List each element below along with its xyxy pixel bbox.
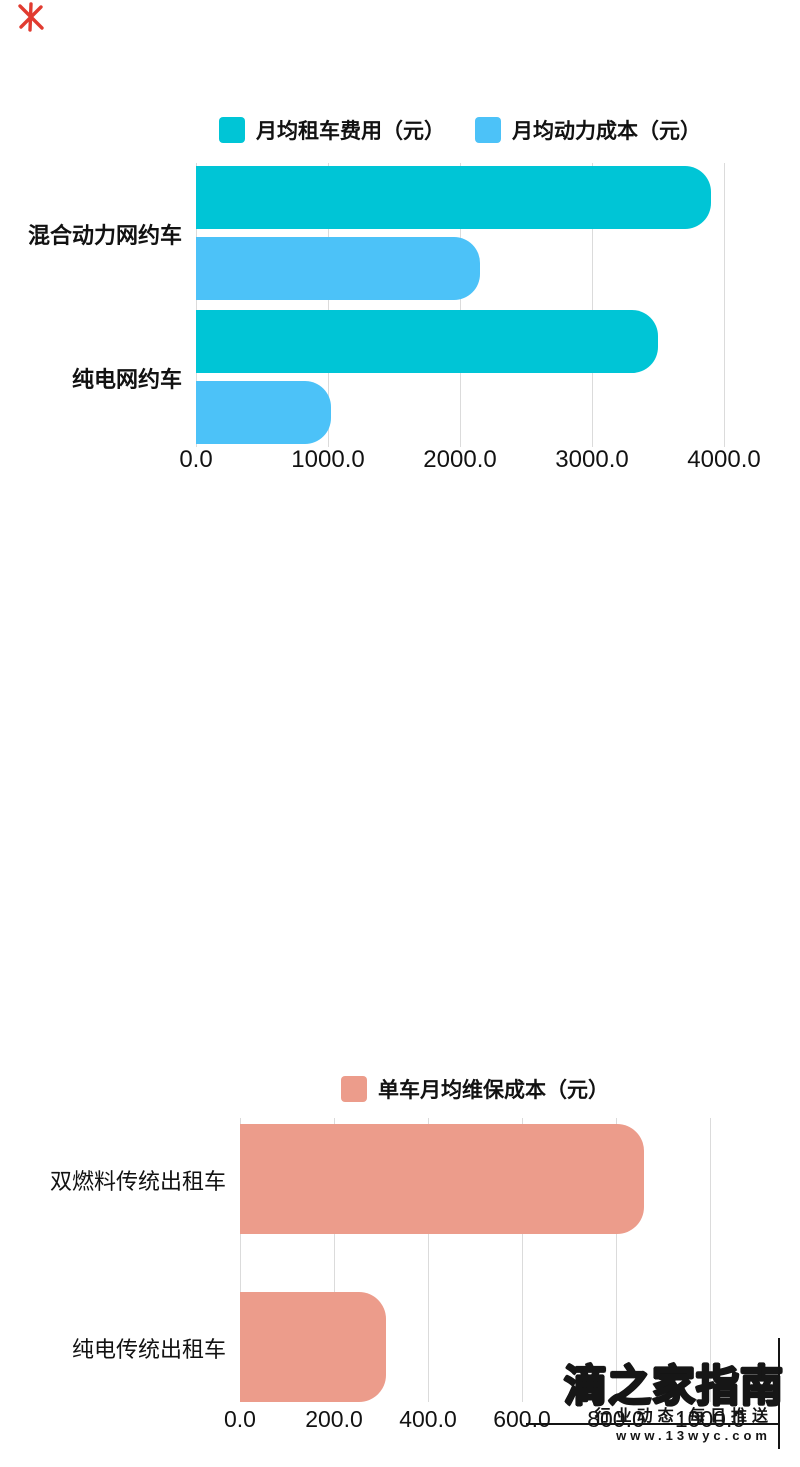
watermark-title: 滴之家指南 [563, 1362, 784, 1412]
category-label: 纯电传统出租车 [71, 1337, 226, 1362]
legend-label: 月均租车费用（元） [256, 120, 445, 143]
x-axis-tick-label: 2000.0 [423, 446, 497, 473]
gridline [239, 1118, 241, 1402]
bar-月均租车费用（元）-纯电网约车 [196, 310, 658, 373]
legend-label: 月均动力成本（元） [512, 120, 701, 143]
red-scribble-mark [18, 2, 44, 32]
gridline [427, 1118, 429, 1402]
x-axis-tick-label: 1000.0 [291, 446, 365, 473]
chart-monthly-rental-and-power-cost: 0.0 1000.0 2000.0 3000.0 4000.0 混合动力网约车纯电网约车 月… [0, 0, 800, 520]
legend-swatch [475, 117, 501, 143]
x-axis-tick-label: 1000.0 [674, 1406, 746, 1432]
x-axis-tick-label: 400.0 [399, 1406, 457, 1432]
category-label: 纯电网约车 [71, 367, 182, 392]
gridline [709, 1118, 711, 1402]
x-axis-tick-label: 0.0 [224, 1406, 256, 1432]
legend-label: 单车月均维保成本（元） [378, 1079, 609, 1102]
x-axis-tick-label: 200.0 [305, 1406, 363, 1432]
gridline [333, 1118, 335, 1402]
gridline [327, 163, 329, 447]
legend: 月均租车费用（元） 月均动力成本（元） [110, 112, 800, 148]
bar-单车月均维保成本（元）-双燃料传统出租车 [240, 1124, 645, 1234]
watermark-subtitle: 行业动态·每日推送 [594, 1408, 773, 1425]
gridline [459, 163, 461, 447]
gridline [723, 163, 725, 447]
legend-item: 月均动力成本（元） [475, 115, 701, 145]
bar-月均动力成本（元）-纯电网约车 [196, 381, 331, 444]
watermark-url: www.13wyc.com [616, 1428, 771, 1443]
legend-swatch [341, 1076, 367, 1102]
x-axis-tick-label: 0.0 [179, 446, 213, 473]
watermark-divider [526, 1423, 778, 1425]
watermark-vertical-rule [778, 1338, 780, 1449]
category-label: 双燃料传统出租车 [49, 1169, 226, 1194]
gridline [591, 163, 593, 447]
bar-月均租车费用（元）-混合动力网约车 [196, 166, 711, 229]
legend-item: 月均租车费用（元） [219, 115, 445, 145]
chart-monthly-maintenance-cost: 0.0 200.0 400.0 600.0 800.0 1000.0 双燃料传统出租车纯电传… [0, 520, 800, 1432]
watermark: 滴之家指南 行业动态·每日推送 www.13wyc.com [518, 1336, 784, 1452]
gridline [521, 1118, 523, 1402]
bar-月均动力成本（元）-混合动力网约车 [196, 237, 480, 300]
category-label: 混合动力网约车 [27, 223, 182, 248]
legend: 单车月均维保成本（元） [125, 1071, 800, 1107]
x-axis-tick-label: 600.0 [493, 1406, 551, 1432]
x-axis-tick-label: 4000.0 [687, 446, 761, 473]
x-axis-tick-label: 3000.0 [555, 446, 629, 473]
legend-item: 单车月均维保成本（元） [341, 1074, 609, 1104]
gridline [195, 163, 197, 447]
x-axis-tick-label: 800.0 [587, 1406, 645, 1432]
legend-swatch [219, 117, 245, 143]
bar-单车月均维保成本（元）-纯电传统出租车 [240, 1292, 386, 1402]
gridline [615, 1118, 617, 1402]
